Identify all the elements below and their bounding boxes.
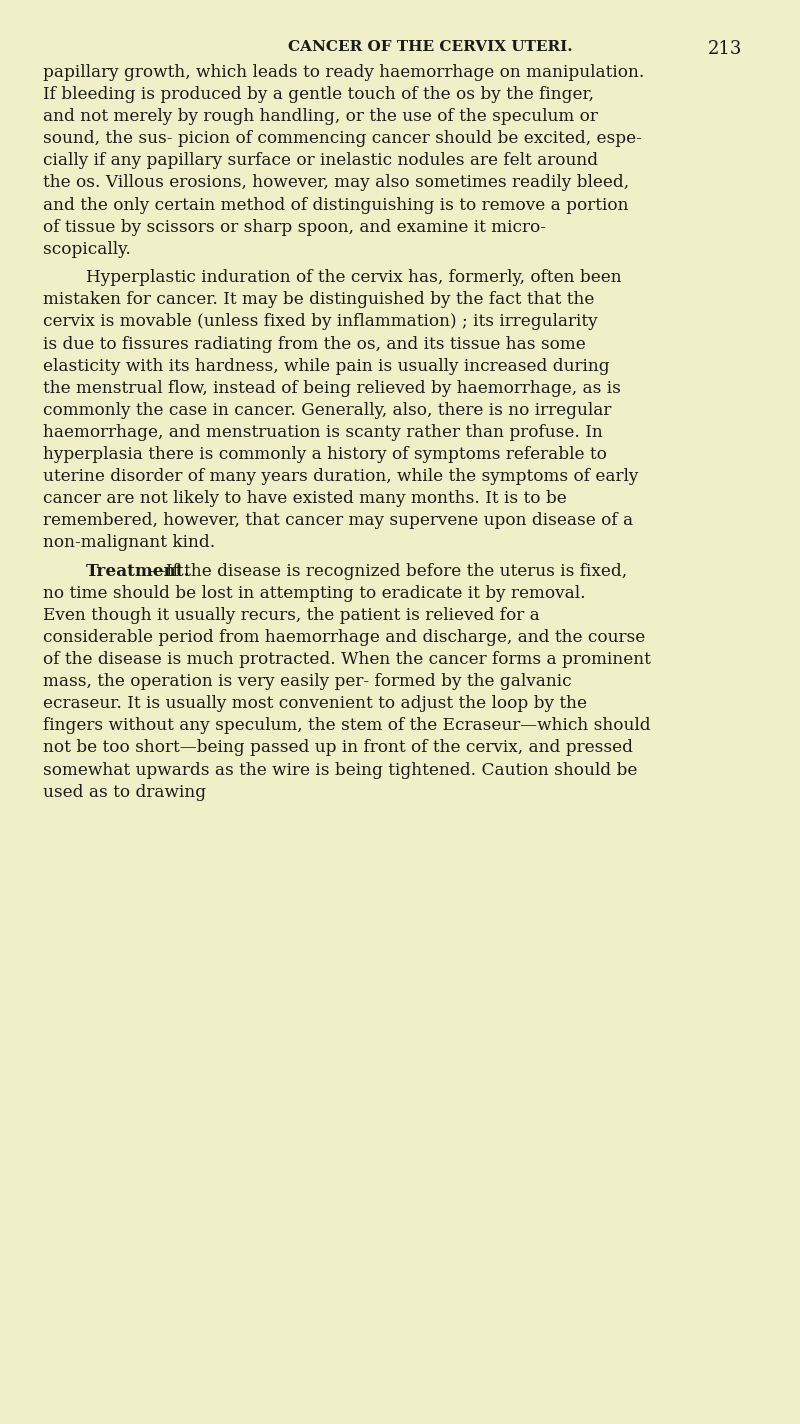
Text: and the only certain method of distinguishing is to remove a portion: and the only certain method of distingui…	[42, 197, 628, 214]
Text: elasticity with its hardness, while pain is usually increased during: elasticity with its hardness, while pain…	[42, 357, 610, 375]
Text: 213: 213	[708, 40, 742, 58]
Text: fingers without any speculum, the stem of the Ecraseur—which should: fingers without any speculum, the stem o…	[42, 718, 650, 735]
Text: not be too short—being passed up in front of the cervix, and pressed: not be too short—being passed up in fron…	[42, 739, 633, 756]
Text: Treatment.: Treatment.	[86, 562, 190, 580]
Text: hyperplasia there is commonly a history of symptoms referable to: hyperplasia there is commonly a history …	[42, 446, 606, 463]
Text: considerable period from haemorrhage and discharge, and the course: considerable period from haemorrhage and…	[42, 629, 645, 646]
Text: haemorrhage, and menstruation is scanty rather than profuse. In: haemorrhage, and menstruation is scanty …	[42, 424, 602, 441]
Text: remembered, however, that cancer may supervene upon disease of a: remembered, however, that cancer may sup…	[42, 513, 633, 530]
Text: sound, the sus- picion of commencing cancer should be excited, espe-: sound, the sus- picion of commencing can…	[42, 130, 642, 147]
Text: uterine disorder of many years duration, while the symptoms of early: uterine disorder of many years duration,…	[42, 468, 638, 486]
Text: somewhat upwards as the wire is being tightened. Caution should be: somewhat upwards as the wire is being ti…	[42, 762, 637, 779]
Text: papillary growth, which leads to ready haemorrhage on manipulation.: papillary growth, which leads to ready h…	[42, 64, 644, 81]
Text: non-malignant kind.: non-malignant kind.	[42, 534, 215, 551]
Text: no time should be lost in attempting to eradicate it by removal.: no time should be lost in attempting to …	[42, 585, 586, 602]
Text: cially if any papillary surface or inelastic nodules are felt around: cially if any papillary surface or inela…	[42, 152, 598, 169]
Text: and not merely by rough handling, or the use of the speculum or: and not merely by rough handling, or the…	[42, 108, 598, 125]
Text: is due to fissures radiating from the os, and its tissue has some: is due to fissures radiating from the os…	[42, 336, 586, 353]
Text: If bleeding is produced by a gentle touch of the os by the finger,: If bleeding is produced by a gentle touc…	[42, 87, 594, 103]
Text: ecraseur. It is usually most convenient to adjust the loop by the: ecraseur. It is usually most convenient …	[42, 695, 586, 712]
Text: commonly the case in cancer. Generally, also, there is no irregular: commonly the case in cancer. Generally, …	[42, 402, 611, 419]
Text: used as to drawing: used as to drawing	[42, 783, 206, 800]
Text: the os. Villous erosions, however, may also sometimes readily bleed,: the os. Villous erosions, however, may a…	[42, 174, 629, 191]
Text: mistaken for cancer. It may be distinguished by the fact that the: mistaken for cancer. It may be distingui…	[42, 292, 594, 309]
Text: of tissue by scissors or sharp spoon, and examine it micro-: of tissue by scissors or sharp spoon, an…	[42, 218, 546, 235]
Text: cancer are not likely to have existed many months. It is to be: cancer are not likely to have existed ma…	[42, 490, 566, 507]
Text: the menstrual flow, instead of being relieved by haemorrhage, as is: the menstrual flow, instead of being rel…	[42, 380, 621, 397]
Text: cervix is movable (unless fixed by inflammation) ; its irregularity: cervix is movable (unless fixed by infla…	[42, 313, 598, 330]
Text: mass, the operation is very easily per- formed by the galvanic: mass, the operation is very easily per- …	[42, 674, 571, 691]
Text: Hyperplastic induration of the cervix has, formerly, often been: Hyperplastic induration of the cervix ha…	[86, 269, 622, 286]
Text: scopically.: scopically.	[42, 241, 130, 258]
Text: of the disease is much protracted. When the cancer forms a prominent: of the disease is much protracted. When …	[42, 651, 650, 668]
Text: CANCER OF THE CERVIX UTERI.: CANCER OF THE CERVIX UTERI.	[288, 40, 573, 54]
Text: —If the disease is recognized before the uterus is fixed,: —If the disease is recognized before the…	[149, 562, 626, 580]
Text: Even though it usually recurs, the patient is relieved for a: Even though it usually recurs, the patie…	[42, 607, 539, 624]
